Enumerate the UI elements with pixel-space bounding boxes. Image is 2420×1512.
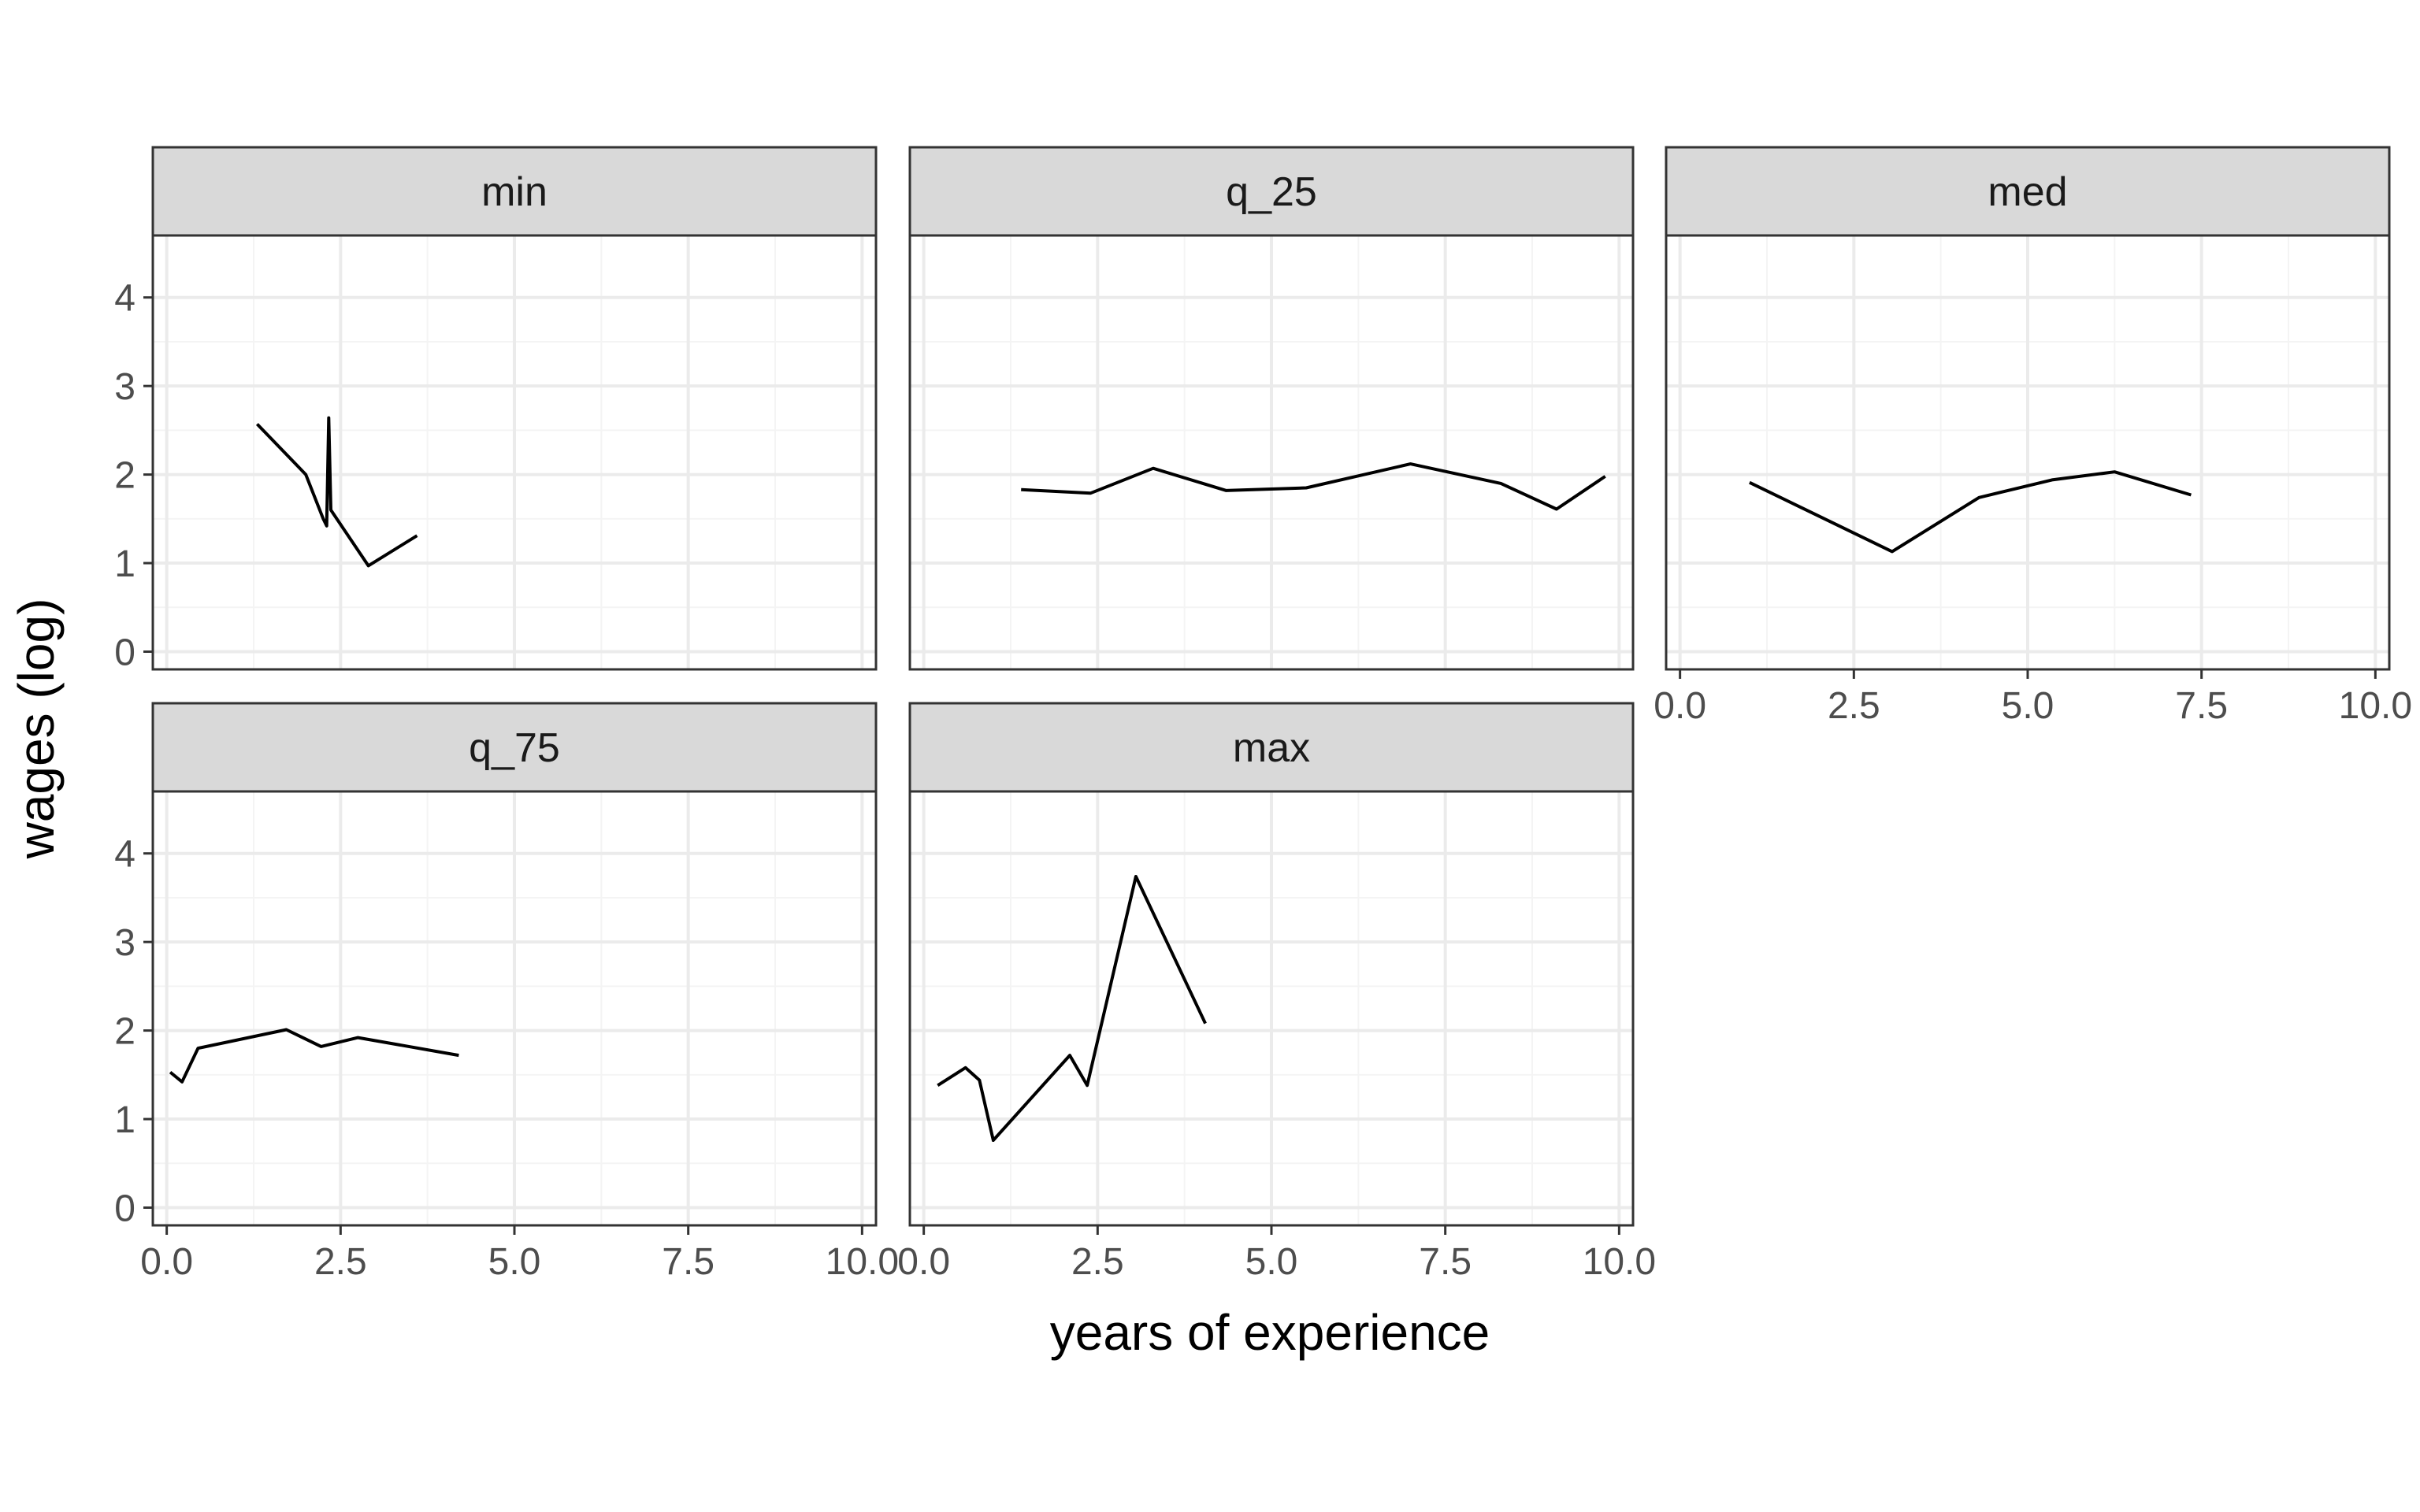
x-tick-label: 0.0 (140, 1241, 193, 1283)
facet-panels: min 0 1 2 3 4 q_25 med 0.0 2.5 5.0 7.5 10.0 q_75 0 1 2 3 4… (114, 146, 2412, 1283)
facet-panel-max: max 0.0 2.5 5.0 7.5 10.0 (897, 702, 1656, 1283)
y-tick-label: 3 (114, 922, 135, 964)
y-axis-title: wages (log) (8, 598, 65, 860)
series-line-q_25 (1021, 462, 1606, 511)
x-tick-label: 7.5 (2175, 685, 2228, 727)
x-tick-label: 10.0 (826, 1241, 899, 1283)
y-tick-label: 4 (114, 278, 135, 320)
facet-panel-q_75: q_75 0 1 2 3 4 0.0 2.5 5.0 7.5 10.0 (114, 702, 899, 1283)
x-tick-label: 2.5 (1071, 1241, 1124, 1283)
facet-strip-label: max (1233, 725, 1310, 771)
series-line-max (937, 875, 1207, 1142)
x-tick-label: 7.5 (662, 1241, 714, 1283)
y-tick-label: 0 (114, 632, 135, 674)
x-tick-label: 10.0 (1583, 1241, 1656, 1283)
y-tick-label: 3 (114, 366, 135, 408)
x-axis-title: years of experience (1050, 1304, 1490, 1361)
series-line-med (1749, 470, 2192, 554)
x-tick-label: 5.0 (1245, 1241, 1298, 1283)
facet-panel-min: min 0 1 2 3 4 (114, 146, 878, 674)
facet-strip-label: med (1988, 169, 2067, 215)
facet-strip-label: q_75 (469, 725, 560, 771)
x-tick-label: 5.0 (488, 1241, 541, 1283)
facet-strip-label: min (481, 169, 547, 215)
x-tick-label: 2.5 (314, 1241, 367, 1283)
x-tick-label: 7.5 (1419, 1241, 1472, 1283)
x-tick-label: 5.0 (2002, 685, 2054, 727)
facet-panel-q_25: q_25 (908, 146, 1635, 671)
facet-strip (908, 702, 1635, 793)
x-tick-label: 2.5 (1828, 685, 1880, 727)
y-tick-label: 1 (114, 543, 135, 585)
facet-strip (1665, 146, 2391, 237)
facet-strip (908, 146, 1635, 237)
y-tick-label: 4 (114, 834, 135, 876)
y-tick-label: 0 (114, 1188, 135, 1230)
x-tick-label: 0.0 (897, 1241, 950, 1283)
facet-strip (151, 702, 878, 793)
x-tick-label: 0.0 (1654, 685, 1706, 727)
x-tick-label: 10.0 (2339, 685, 2412, 727)
facet-strip (151, 146, 878, 237)
series-line-q_75 (169, 1028, 459, 1084)
y-tick-label: 2 (114, 455, 135, 497)
y-tick-label: 1 (114, 1099, 135, 1141)
facet-strip-label: q_25 (1226, 169, 1317, 215)
y-tick-label: 2 (114, 1011, 135, 1053)
series-line-min (255, 416, 418, 568)
facet-panel-med: med 0.0 2.5 5.0 7.5 10.0 (1654, 146, 2412, 727)
